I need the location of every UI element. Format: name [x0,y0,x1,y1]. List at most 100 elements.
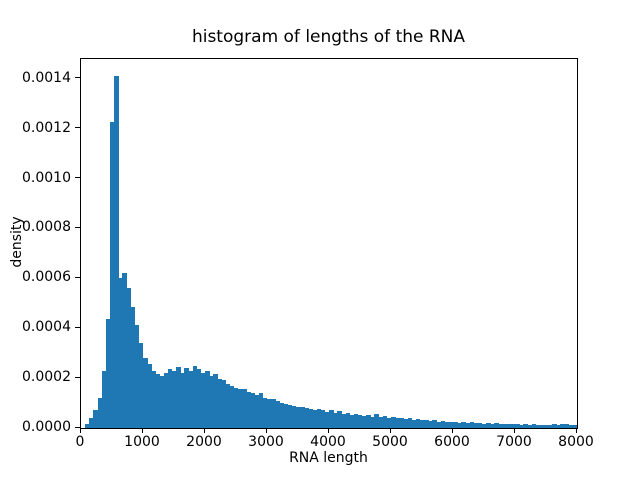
histogram-bar [114,75,119,428]
histogram-bar [320,410,326,428]
histogram-bar [386,417,392,428]
histogram-bar [258,393,264,428]
histogram-bar [233,387,239,428]
y-tick-label: 0.0004 [22,319,71,336]
histogram-bar [242,388,247,428]
x-tick-label: 6000 [434,434,470,450]
histogram-bar [453,421,458,428]
y-tick-mark [75,276,80,278]
x-tick-label: 8000 [558,434,594,450]
histogram-bar [109,121,115,428]
histogram-bar [568,425,574,428]
histogram-bar [448,421,454,428]
histogram-bar [543,424,549,428]
y-tick-label: 0.0010 [22,169,71,186]
x-tick-mark [141,428,143,433]
histogram-bar [122,273,127,428]
histogram-bar [506,424,512,428]
histogram-bar [291,406,297,428]
histogram-bar [167,369,173,428]
histogram-bar [502,423,508,428]
histogram-bar [457,422,462,428]
histogram-bar [333,412,338,428]
histogram-bar [238,389,243,428]
histogram-bar [200,373,206,428]
histogram-bar [527,424,532,428]
histogram-bar [250,393,255,428]
histogram-bar [205,371,210,428]
histogram-bar [229,386,235,428]
histogram-bar [523,424,528,428]
histogram-bar [295,407,301,428]
y-tick-label: 0.0000 [22,419,71,435]
histogram-bar [353,414,359,428]
histogram-bar [217,378,222,428]
histogram-bar [494,423,499,428]
y-tick-mark [75,177,80,178]
histogram-bar [134,324,140,428]
histogram-bar [548,424,553,428]
histogram-bar [515,424,520,428]
x-tick-label: 2000 [186,434,222,450]
histogram-bar [130,306,136,428]
histogram-bar [85,424,90,428]
histogram-bar [424,419,429,428]
y-tick-label: 0.0002 [22,369,71,386]
histogram-bar [432,420,437,428]
y-tick-label: 0.0014 [22,69,71,86]
x-tick-label: 1000 [124,434,160,450]
x-tick-mark [265,428,267,433]
histogram-bar [415,419,421,428]
histogram-bar [481,423,487,428]
y-tick-mark [75,426,80,428]
histogram-bar [349,415,355,428]
x-tick-label: 3000 [248,434,284,450]
histogram-bar [225,384,231,428]
histogram-bar [93,409,98,428]
histogram-bar [147,364,152,428]
histogram-bar [254,395,260,428]
histogram-bar [105,319,111,428]
x-tick-mark [327,428,329,433]
histogram-bar [572,424,577,428]
histogram-bar [419,420,425,428]
histogram-bar [304,408,309,428]
histogram-bar [262,397,268,428]
y-tick-mark [75,226,80,228]
histogram-bar [279,402,284,428]
histogram-bar [176,367,181,428]
x-axis-label: RNA length [289,450,368,466]
histogram-bar [486,423,491,428]
histogram-bar [213,373,218,428]
histogram-bar [341,413,346,428]
histogram-bar [436,421,441,428]
histogram-bar [556,425,561,428]
histogram-bar [411,419,417,428]
x-tick-mark [79,428,81,433]
histogram-bar [329,410,334,428]
histogram-bar [399,417,404,428]
histogram-bar [159,376,165,428]
histogram-bar [498,424,503,428]
histogram-bar [465,423,470,428]
histogram-bar [118,278,123,428]
histogram-bar [275,401,280,428]
histogram-bars [81,59,577,428]
y-tick-label: 0.0012 [22,119,71,136]
histogram-bar [337,411,342,428]
histogram-bar [440,421,446,428]
histogram-bar [155,374,160,428]
histogram-bar [312,409,317,428]
histogram-bar [126,288,131,428]
x-tick-mark [451,428,453,433]
y-tick-mark [75,326,80,328]
histogram-bar [101,370,107,428]
histogram-bar [531,424,537,428]
histogram-bar [283,404,289,428]
histogram-bar [370,416,375,428]
histogram-bar [163,372,169,428]
histogram-bar [271,398,276,428]
histogram-bar [267,399,272,428]
histogram-bar [535,424,541,428]
